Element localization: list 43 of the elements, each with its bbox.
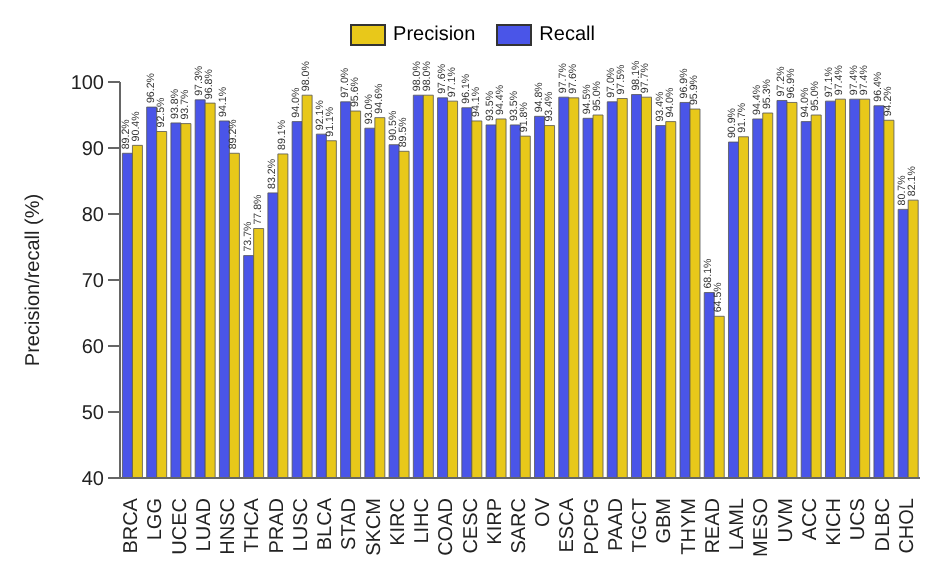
x-tick-label: HNSC — [218, 498, 241, 555]
y-tick-label: 90 — [81, 139, 105, 162]
x-tick-label: PRAD — [266, 498, 289, 554]
y-tick-label: 50 — [81, 403, 105, 426]
x-tick-label: KICH — [824, 498, 847, 546]
x-tick-label: TGCT — [630, 498, 653, 553]
x-tick-label: READ — [702, 498, 725, 554]
x-tick-label: BLCA — [315, 497, 338, 551]
x-tick-label: COAD — [436, 498, 459, 556]
x-tick-label: LAML — [727, 497, 750, 551]
x-tick-label: OV — [533, 497, 556, 527]
x-tick-label: SARC — [509, 498, 531, 554]
x-tick-label: ACC — [799, 498, 822, 541]
text: Precision — [391, 24, 476, 46]
x-tick-label: GBM — [654, 498, 677, 544]
x-tick-label: KIRC — [387, 498, 410, 546]
y-tick-label: 80 — [81, 205, 105, 228]
x-tick-label: SKCM — [363, 498, 386, 556]
x-tick-label: UCEC — [169, 498, 192, 555]
x-tick-label: UCS — [848, 497, 871, 541]
x-tick-label: PCPG — [581, 497, 604, 555]
y-tick-label: 60 — [81, 337, 105, 360]
x-tick-label: STAD — [339, 498, 362, 550]
legend-label: Recall — [537, 24, 595, 46]
y-tick-label: 70 — [81, 271, 105, 294]
x-tick-label: LGG — [145, 497, 168, 541]
x-tick-label: LIHC — [412, 498, 435, 544]
x-tick-label: BRCA — [121, 497, 144, 554]
x-tick-label: CESC — [460, 498, 483, 554]
x-tick-label: MESO — [751, 497, 774, 557]
y-axis-title: Precision/recall (%) — [23, 193, 46, 367]
x-tick-label: THYM — [678, 498, 701, 555]
x-tick-label: LUSC — [290, 498, 313, 552]
y-tick-label: 40 — [81, 469, 105, 492]
x-tick-label: THCA — [242, 497, 265, 553]
x-tick-label: UVM — [775, 498, 798, 543]
y-tick-label: 100 — [70, 73, 105, 96]
x-tick-label: DLBC — [872, 498, 895, 552]
x-tick-label: LUAD — [193, 498, 216, 552]
x-tick-label: ESCA — [557, 497, 580, 553]
x-tick-label: CHOL — [896, 497, 919, 554]
x-tick-label: PAAD — [605, 498, 628, 551]
x-tick-label: KIRP — [484, 497, 507, 545]
